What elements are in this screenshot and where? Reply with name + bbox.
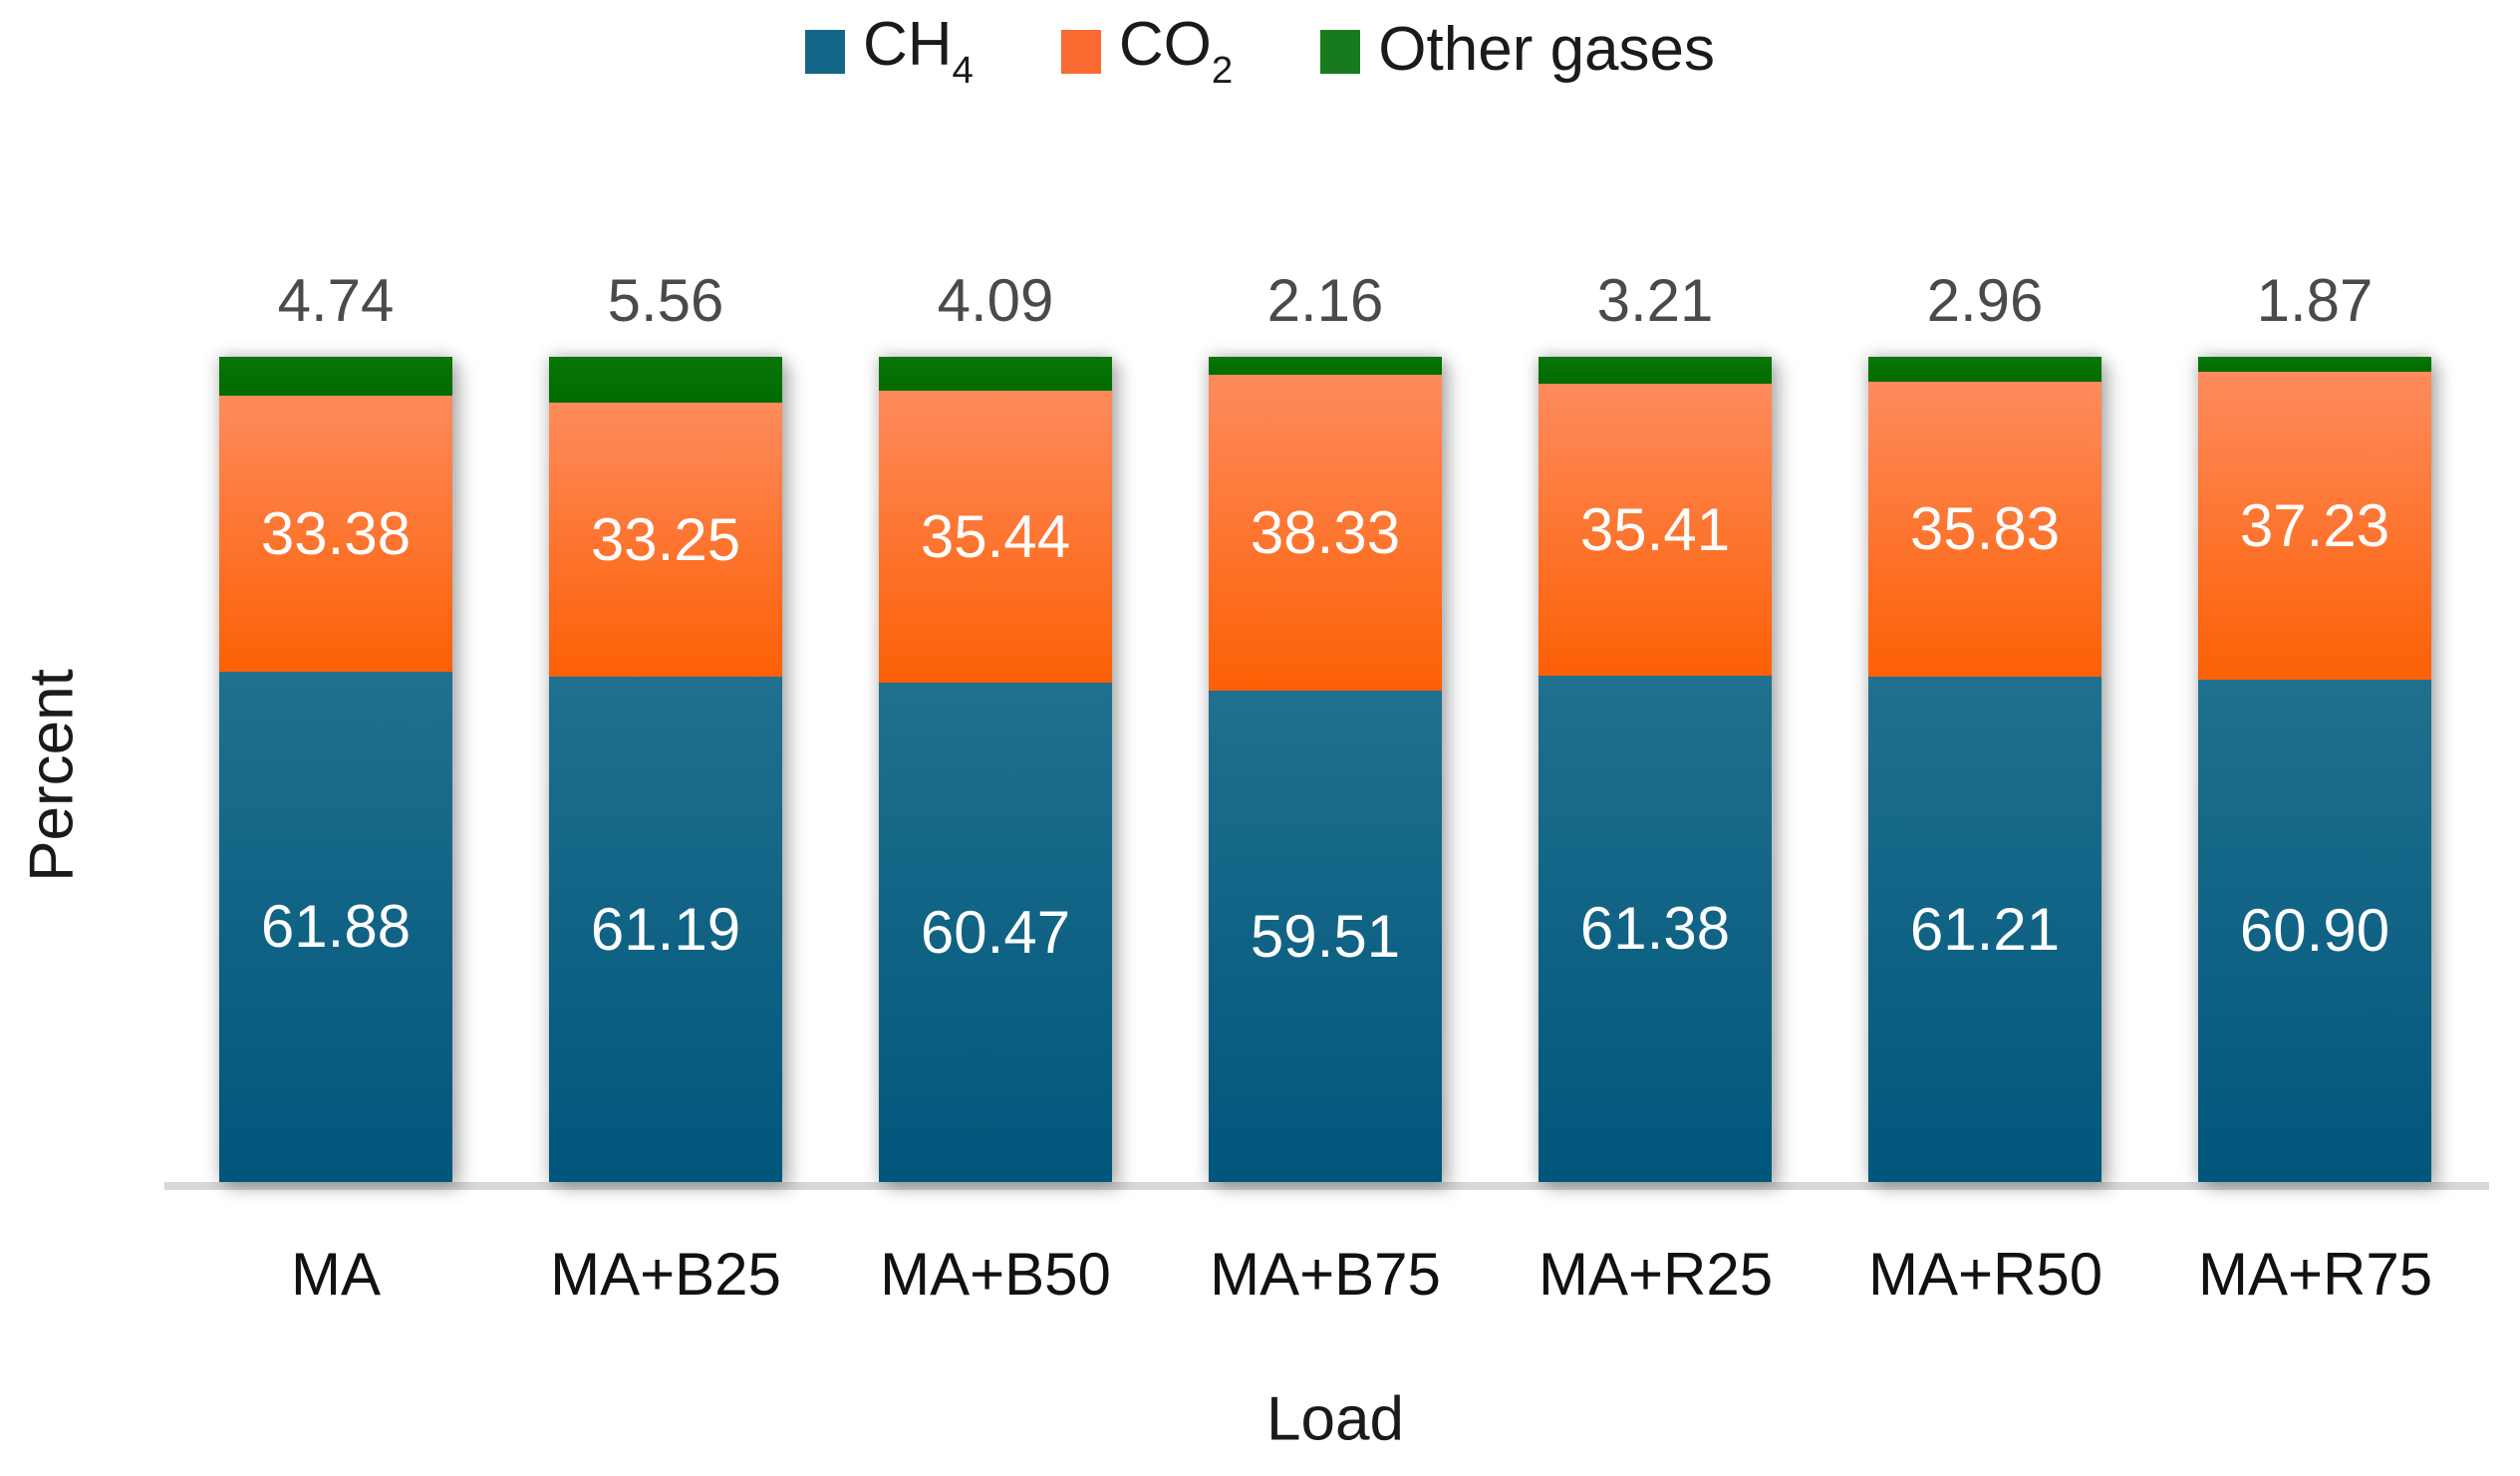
value-label-ch4: 61.19 [590,896,741,964]
value-label-ch4: 59.51 [1250,903,1401,971]
segment-other [1868,357,2101,382]
legend-swatch-other-gases-icon [1320,29,1361,74]
legend-label-other-gases: Other gases [1378,18,1715,81]
value-label-ch4: 61.38 [1579,895,1731,963]
legend-label-other-gases-base: Other gases [1378,14,1716,84]
segment-other [1209,357,1442,375]
value-label-other-gases: 4.74 [277,267,395,334]
value-label-other-gases: 3.21 [1596,267,1714,334]
bar-stack: 33.25 61.19 [549,357,782,1182]
segment-other [219,357,452,397]
segment-co2: 35.41 [1539,383,1772,676]
legend-label-co2-sub: 2 [1211,49,1234,92]
legend-label-ch4: CH4 [863,14,974,90]
segment-co2: 33.38 [219,396,452,672]
x-axis-line [164,1182,2489,1190]
value-label-ch4: 61.21 [1909,896,2061,964]
value-label-co2: 35.41 [1579,495,1731,563]
segment-co2: 37.23 [2198,372,2431,680]
x-axis-title: Load [1266,1384,1404,1454]
plot-area: 4.74 33.38 61.88 5.56 33.25 61.19 4.09 35.44 60.… [219,267,2431,1182]
value-label-ch4: 61.88 [260,893,412,961]
legend-label-ch4-base: CH [862,10,953,79]
value-label-other-gases: 1.87 [2256,267,2374,334]
segment-co2: 33.25 [549,403,782,678]
segment-other [879,357,1112,391]
value-label-co2: 38.33 [1250,499,1401,567]
y-axis-title: Percent [17,669,87,882]
value-label-co2: 35.83 [1909,495,2061,563]
legend-item-co2: CO2 [1060,14,1233,90]
segment-other [1539,357,1772,384]
segment-ch4: 61.19 [549,677,782,1182]
legend-item-ch4: CH4 [804,14,974,90]
bar-stack: 35.44 60.47 [879,357,1112,1182]
x-tick-MA+B75: MA+B75 [1210,1241,1441,1308]
segment-ch4: 60.90 [2198,679,2431,1182]
legend-item-other-gases: Other gases [1320,18,1715,81]
segment-other [549,357,782,404]
segment-ch4: 61.38 [1539,675,1772,1182]
value-label-co2: 35.44 [920,503,1071,571]
value-label-other-gases: 5.56 [607,267,724,334]
bar-stack: 35.41 61.38 [1539,357,1772,1182]
segment-ch4: 61.88 [219,671,452,1182]
segment-other [2198,357,2431,373]
x-axis-tick-labels: MA MA+B25 MA+B50 MA+B75 MA+R25 MA+R50 MA+R75 [219,1240,2433,1309]
x-tick-MA+B25: MA+B25 [550,1241,781,1308]
bar-column-MA+R25: 3.21 35.41 61.38 [1539,267,1772,1182]
bar-stack: 33.38 61.88 [219,357,452,1182]
bars-row: 4.74 33.38 61.88 5.56 33.25 61.19 4.09 35.44 60.… [219,267,2431,1182]
legend-label-co2-base: CO [1118,10,1212,79]
x-tick-MA: MA [291,1241,381,1308]
segment-ch4: 59.51 [1209,691,1442,1182]
legend-label-co2: CO2 [1119,14,1233,90]
bar-column-MA: 4.74 33.38 61.88 [219,267,452,1182]
bar-stack: 37.23 60.90 [2198,357,2431,1182]
segment-co2: 35.83 [1868,381,2101,678]
value-label-other-gases: 2.96 [1926,267,2044,334]
x-tick-MA+R50: MA+R50 [1868,1241,2103,1308]
value-label-other-gases: 4.09 [937,267,1054,334]
value-label-ch4: 60.90 [2239,897,2390,965]
bar-column-MA+B75: 2.16 38.33 59.51 [1209,267,1442,1182]
legend-label-ch4-sub: 4 [952,49,974,92]
x-tick-MA+B50: MA+B50 [880,1241,1111,1308]
value-label-co2: 37.23 [2239,492,2390,560]
bar-column-MA+R50: 2.96 35.83 61.21 [1868,267,2101,1182]
legend-swatch-co2-icon [1060,29,1101,74]
bar-stack: 35.83 61.21 [1868,357,2101,1182]
x-tick-MA+R25: MA+R25 [1539,1241,1774,1308]
bar-column-MA+R75: 1.87 37.23 60.90 [2198,267,2431,1182]
segment-ch4: 61.21 [1868,677,2101,1182]
x-tick-MA+R75: MA+R75 [2198,1241,2433,1308]
value-label-co2: 33.25 [590,506,741,574]
bar-column-MA+B25: 5.56 33.25 61.19 [549,267,782,1182]
segment-co2: 35.44 [879,390,1112,684]
bar-stack: 38.33 59.51 [1209,357,1442,1182]
segment-ch4: 60.47 [879,683,1112,1182]
bar-column-MA+B50: 4.09 35.44 60.47 [879,267,1112,1182]
segment-co2: 38.33 [1209,374,1442,692]
value-label-ch4: 60.47 [920,899,1071,967]
value-label-other-gases: 2.16 [1266,267,1384,334]
legend-swatch-ch4-icon [804,29,845,74]
legend: CH4 CO2 Other gases [0,14,2520,90]
value-label-co2: 33.38 [260,499,412,567]
